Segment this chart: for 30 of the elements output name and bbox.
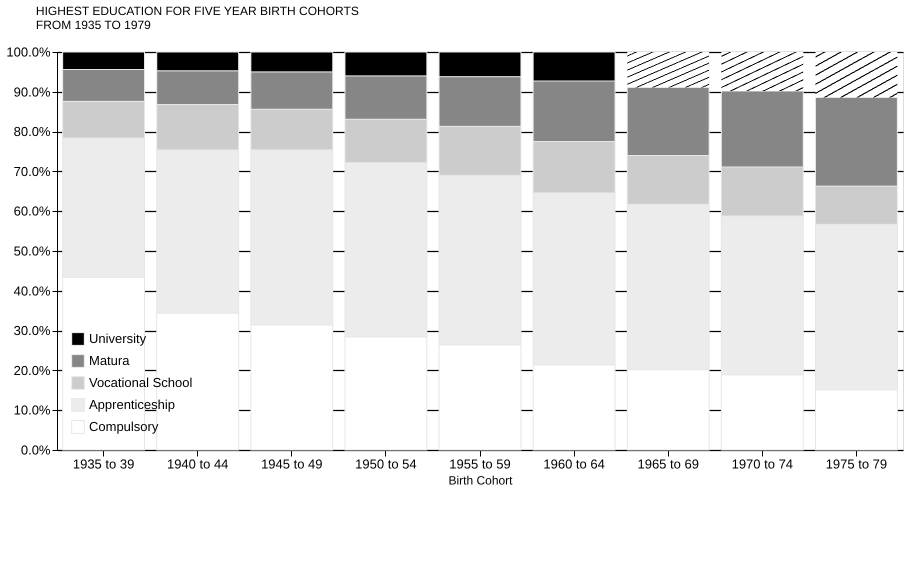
legend-label: Apprenticeship	[89, 397, 175, 412]
bar	[815, 52, 898, 98]
chart-title: HIGHEST EDUCATION FOR FIVE YEAR BIRTH COHORTS FROM 1935 TO 1979	[36, 4, 359, 32]
y-tick-label: 20.0%	[14, 362, 51, 378]
x-tick-label: 1955 to 59	[449, 456, 511, 472]
x-tick-label: 1970 to 74	[732, 456, 794, 472]
legend-label: University	[89, 331, 147, 346]
x-tick-label: 1975 to 79	[826, 456, 888, 472]
y-tick-label: 10.0%	[14, 402, 51, 418]
y-tick-label: 0.0%	[20, 442, 51, 458]
legend-label: Vocational School	[89, 375, 192, 390]
bar	[721, 52, 804, 92]
y-tick-label: 80.0%	[14, 124, 51, 140]
x-tick-label: 1940 to 44	[166, 456, 228, 472]
x-tick-label: 1935 to 39	[72, 456, 134, 472]
bar	[627, 52, 710, 88]
x-axis-title: Birth Cohort	[448, 474, 514, 488]
legend-label: Compulsory	[89, 419, 159, 434]
x-tick-label: 1960 to 64	[543, 456, 605, 472]
y-tick-label: 70.0%	[14, 164, 51, 179]
x-tick-label: 1945 to 49	[261, 456, 323, 472]
y-tick-label: 60.0%	[14, 204, 51, 219]
y-tick-label: 50.0%	[14, 244, 51, 258]
x-tick-label: 1965 to 69	[637, 456, 699, 472]
y-tick-label: 40.0%	[14, 283, 51, 298]
y-tick-label: 30.0%	[14, 323, 51, 338]
legend-label: Matura	[89, 353, 130, 368]
y-tick-label: 90.0%	[14, 84, 51, 100]
x-tick-label: 1950 to 54	[355, 456, 417, 472]
y-tick-label: 100.0%	[6, 44, 51, 60]
